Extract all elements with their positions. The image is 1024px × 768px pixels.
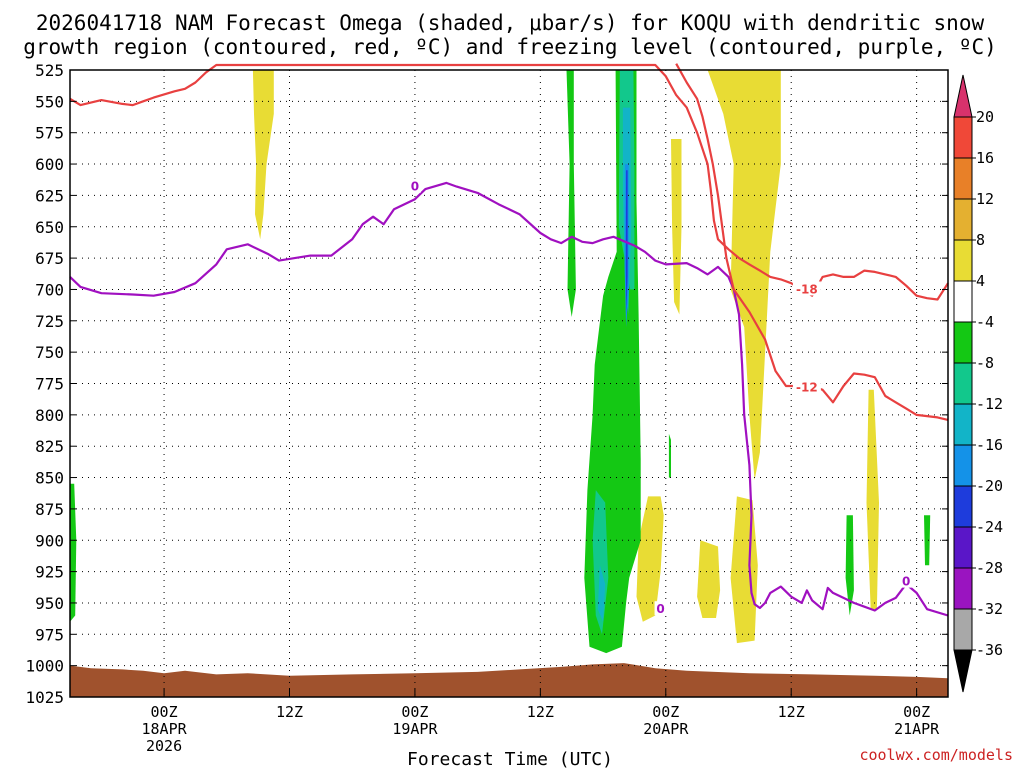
contour-label-bg [900, 573, 913, 588]
colorbar-segment-13 [953, 608, 973, 651]
region-green-4-to-8-12 [924, 515, 931, 566]
y-tick-label-775: 775 [35, 375, 64, 394]
x-tick-label-48-2: 20APR [643, 720, 689, 738]
x-tick-label-24-1: 00Z [401, 703, 428, 721]
region-yellow-4-8-3 [636, 496, 664, 622]
plot-frame [69, 69, 949, 698]
contour-label-18c-isotherm-red-0: -18 [796, 282, 818, 296]
colorbar-label-6: -8 [976, 354, 994, 372]
contour-label-bg [792, 379, 821, 394]
y-tick-label-825: 825 [35, 437, 64, 456]
region-green-4-to-8-7 [566, 70, 576, 317]
colorbar-label-0: 20 [976, 108, 994, 126]
colorbar-segment-10 [953, 485, 973, 528]
y-tick-label-925: 925 [35, 563, 64, 582]
region-green-4-to-8-11 [845, 515, 854, 616]
y-tick-label-800: 800 [35, 406, 64, 425]
contour-label-bg [654, 601, 667, 616]
y-tick-label-900: 900 [35, 531, 64, 550]
y-tick-label-1025: 1025 [25, 688, 64, 707]
y-tick-label-850: 850 [35, 469, 64, 488]
axis-ticks: 525 550 575 600 625 650 675 700 725 750 775 800 825 8… [25, 61, 948, 755]
colorbar-segment-5 [953, 280, 973, 323]
region-yellow-4-8-4 [697, 540, 721, 618]
contour-label-freezing-level-0c-purple-2: 0 [902, 575, 910, 589]
y-tick-label-525: 525 [35, 61, 64, 80]
colorbar-label-2: 12 [976, 190, 994, 208]
contour-label-freezing-level-0c-purple-0: 0 [411, 180, 419, 194]
omega-shaded-regions [70, 70, 948, 697]
colorbar-segment-2 [953, 157, 973, 200]
y-tick-label-725: 725 [35, 312, 64, 331]
y-tick-label-1000: 1000 [25, 657, 64, 676]
region-yellow-4-8-6 [866, 389, 879, 610]
colorbar-label-5: -4 [976, 313, 994, 331]
grid-lines [70, 70, 948, 697]
colorbar: 20 16 12 8 4 -4 -8 -12 -16 -20 -24 -28 -32 -36 [953, 74, 1003, 693]
colorbar-label-9: -20 [976, 477, 1003, 495]
contour-lines: 0 0 0 -12 -18 [69, 63, 949, 617]
x-tick-label-0-1: 00Z [151, 703, 178, 721]
y-tick-label-675: 675 [35, 249, 64, 268]
x-tick-label-12-1: 12Z [276, 703, 303, 721]
colorbar-segment-11 [953, 526, 973, 569]
credit-text: coolwx.com/models [859, 746, 1013, 764]
y-tick-label-650: 650 [35, 218, 64, 237]
colorbar-segment-8 [953, 403, 973, 446]
contour-freezing-level-0c-purple [69, 181, 949, 617]
colorbar-segment-9 [953, 444, 973, 487]
contour-12c-isotherm-red [675, 63, 949, 421]
region-yellow-4-8-2 [707, 70, 781, 481]
x-axis-label: Forecast Time (UTC) [407, 749, 613, 768]
y-tick-label-950: 950 [35, 594, 64, 613]
colorbar-segment-7 [953, 362, 973, 405]
colorbar-segment-12 [953, 567, 973, 610]
x-tick-label-48-1: 00Z [652, 703, 679, 721]
contour-label-bg [408, 178, 421, 193]
y-tick-label-575: 575 [35, 124, 64, 143]
y-tick-label-600: 600 [35, 155, 64, 174]
colorbar-label-1: 16 [976, 149, 994, 167]
colorbar-segment-3 [953, 198, 973, 241]
colorbar-label-12: -32 [976, 600, 1003, 618]
contour-label-12c-isotherm-red-0: -12 [796, 380, 818, 394]
colorbar-label-13: -36 [976, 641, 1003, 659]
chart-title-line-2: growth region (contoured, red, ºC) and f… [23, 35, 997, 59]
x-tick-label-36-1: 12Z [527, 703, 554, 721]
region-green-4-to-8-10 [668, 433, 671, 478]
x-tick-label-0-3: 2026 [146, 737, 182, 755]
colorbar-label-7: -12 [976, 395, 1003, 413]
colorbar-segment-1 [953, 116, 973, 159]
colorbar-label-3: 8 [976, 231, 985, 249]
x-tick-label-72-1: 00Z [903, 703, 930, 721]
region-cyan-12-to-16-16 [597, 565, 606, 622]
y-tick-label-700: 700 [35, 280, 64, 299]
colorbar-label-10: -24 [976, 518, 1003, 536]
y-tick-label-625: 625 [35, 186, 64, 205]
region-yellow-4-8-0 [252, 70, 274, 240]
contour-label-bg [792, 281, 821, 296]
y-tick-label-975: 975 [35, 625, 64, 644]
colorbar-label-4: 4 [976, 272, 985, 290]
y-tick-label-550: 550 [35, 92, 64, 111]
x-tick-label-24-2: 19APR [392, 720, 438, 738]
y-tick-label-750: 750 [35, 343, 64, 362]
x-tick-label-0-2: 18APR [141, 720, 187, 738]
colorbar-bottom-triangle [953, 649, 973, 693]
contour-18c-isotherm-red [69, 63, 949, 301]
x-tick-label-72-2: 21APR [894, 720, 940, 738]
colorbar-top-triangle [953, 74, 973, 118]
colorbar-segment-6 [953, 321, 973, 364]
contour-label-freezing-level-0c-purple-1: 0 [656, 602, 664, 616]
colorbar-label-8: -16 [976, 436, 1003, 454]
region-yellow-4-8-5 [730, 496, 758, 644]
y-tick-label-875: 875 [35, 500, 64, 519]
chart-title-line-1: 2026041718 NAM Forecast Omega (shaded, μ… [36, 11, 985, 35]
x-tick-label-60-1: 12Z [778, 703, 805, 721]
colorbar-segment-4 [953, 239, 973, 282]
region-green-4-to-8-9 [70, 483, 77, 622]
colorbar-label-11: -28 [976, 559, 1003, 577]
